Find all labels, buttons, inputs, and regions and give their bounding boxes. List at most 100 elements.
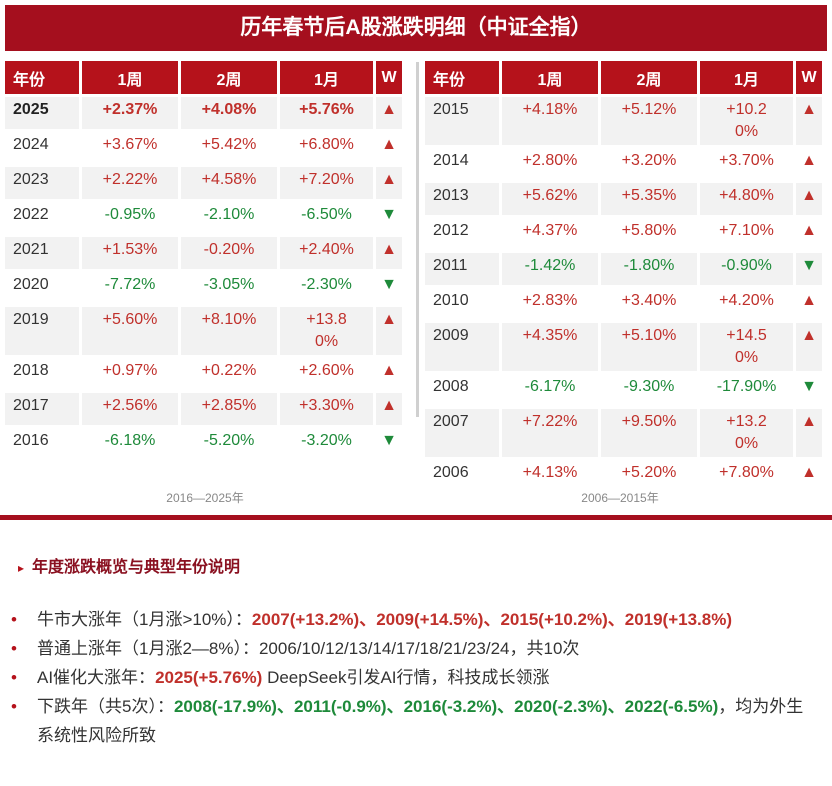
bullet-text: 2025(+5.76%)	[155, 668, 263, 687]
value-cell: -3.20%	[280, 428, 373, 460]
value-cell: -0.95%	[82, 202, 178, 234]
table-row: 2015 +4.18% +5.12% +10.20% ▲	[425, 97, 822, 145]
header-cell: W	[796, 61, 822, 94]
value-cell: -1.42%	[502, 253, 598, 285]
value-cell: +5.42%	[181, 132, 277, 164]
header-row: 年份 1周 2周 1月 W	[5, 61, 402, 94]
bullet-text: 2007(+13.2%)、2009(+14.5%)、2015(+10.2%)、2…	[251, 610, 733, 629]
value-cell: -7.72%	[82, 272, 178, 304]
bullet-item: 普通上涨年（1月涨2—8%）：2006/10/12/13/14/17/18/21…	[11, 634, 820, 663]
value-cell: -0.20%	[181, 237, 277, 269]
year-cell: 2020	[5, 272, 79, 304]
value-cell: +2.85%	[181, 393, 277, 425]
table-row: 2017 +2.56% +2.85% +3.30% ▲	[5, 393, 402, 425]
bullet-text: 2008(-17.9%)、2011(-0.9%)、2016(-3.2%)、202…	[173, 697, 719, 716]
value-cell: ▲	[376, 237, 402, 269]
value-cell: -2.30%	[280, 272, 373, 304]
year-cell: 2023	[5, 167, 79, 199]
value-cell: ▲	[796, 183, 822, 215]
value-cell: +0.97%	[82, 358, 178, 390]
year-cell: 2025	[5, 97, 79, 129]
divider	[0, 515, 832, 520]
value-cell: ▲	[796, 323, 822, 371]
value-cell: +2.22%	[82, 167, 178, 199]
year-cell: 2008	[425, 374, 499, 406]
year-cell: 2012	[425, 218, 499, 250]
table-row: 2006 +4.13% +5.20% +7.80% ▲	[425, 460, 822, 492]
value-cell: +7.80%	[700, 460, 793, 492]
header-cell: 2周	[601, 61, 697, 94]
year-cell: 2009	[425, 323, 499, 371]
table-row: 2019 +5.60% +8.10% +13.80% ▲	[5, 307, 402, 355]
table-row: 2011 -1.42% -1.80% -0.90% ▼	[425, 253, 822, 285]
bullet-item: 牛市大涨年（1月涨>10%）：2007(+13.2%)、2009(+14.5%)…	[11, 605, 820, 634]
year-cell: 2024	[5, 132, 79, 164]
header-cell: 1月	[280, 61, 373, 94]
year-cell: 2013	[425, 183, 499, 215]
value-cell: -6.50%	[280, 202, 373, 234]
header-row: 年份 1周 2周 1月 W	[425, 61, 822, 94]
value-cell: +2.60%	[280, 358, 373, 390]
value-cell: +5.80%	[601, 218, 697, 250]
year-cell: 2021	[5, 237, 79, 269]
value-cell: +13.80%	[280, 307, 373, 355]
value-cell: ▲	[796, 97, 822, 145]
value-cell: +10.20%	[700, 97, 793, 145]
value-cell: +14.50%	[700, 323, 793, 371]
value-cell: +0.22%	[181, 358, 277, 390]
value-cell: ▼	[796, 253, 822, 285]
table-row: 2025 +2.37% +4.08% +5.76% ▲	[5, 97, 402, 129]
value-cell: ▼	[376, 272, 402, 304]
table-row: 2023 +2.22% +4.58% +7.20% ▲	[5, 167, 402, 199]
header-cell: 1周	[502, 61, 598, 94]
value-cell: ▲	[796, 409, 822, 457]
table-row: 2018 +0.97% +0.22% +2.60% ▲	[5, 358, 402, 390]
value-cell: ▲	[376, 307, 402, 355]
year-cell: 2015	[425, 97, 499, 145]
table-caption: 2016—2025年	[166, 491, 244, 505]
year-cell: 2016	[5, 428, 79, 460]
bullet-list: 牛市大涨年（1月涨>10%）：2007(+13.2%)、2009(+14.5%)…	[0, 605, 820, 750]
value-cell: +7.22%	[502, 409, 598, 457]
bullet-text: DeepSeek引发AI行情，科技成长领涨	[262, 668, 550, 687]
value-cell: -1.80%	[601, 253, 697, 285]
value-cell: +5.62%	[502, 183, 598, 215]
bullet-text: 普通上涨年（1月涨2—8%）：2006/10/12/13/14/17/18/21…	[37, 639, 580, 658]
year-cell: 2018	[5, 358, 79, 390]
value-cell: +3.40%	[601, 288, 697, 320]
value-cell: +4.80%	[700, 183, 793, 215]
table-row: 2007 +7.22% +9.50% +13.20% ▲	[425, 409, 822, 457]
value-cell: +4.13%	[502, 460, 598, 492]
table-row: 2014 +2.80% +3.20% +3.70% ▲	[425, 148, 822, 180]
separator	[416, 62, 419, 417]
value-cell: ▼	[796, 374, 822, 406]
table-row: 2022 -0.95% -2.10% -6.50% ▼	[5, 202, 402, 234]
value-cell: +2.83%	[502, 288, 598, 320]
header-cell: 年份	[5, 61, 79, 94]
value-cell: ▲	[796, 460, 822, 492]
value-cell: -5.20%	[181, 428, 277, 460]
table-earlier: 年份 1周 2周 1月 W 2015 +4.18% +5.12% +10.20% ▲ 2014 +2.…	[422, 58, 825, 495]
value-cell: +3.20%	[601, 148, 697, 180]
table-caption: 2006—2015年	[581, 491, 659, 505]
value-cell: +13.20%	[700, 409, 793, 457]
value-cell: +4.58%	[181, 167, 277, 199]
value-cell: ▲	[796, 148, 822, 180]
title-bar: 历年春节后A股涨跌明细（中证全指）	[5, 5, 827, 51]
value-cell: +5.20%	[601, 460, 697, 492]
year-cell: 2014	[425, 148, 499, 180]
bullet-text: AI催化大涨年：	[37, 668, 156, 687]
value-cell: ▲	[376, 132, 402, 164]
value-cell: +5.60%	[82, 307, 178, 355]
year-cell: 2010	[425, 288, 499, 320]
year-cell: 2019	[5, 307, 79, 355]
year-cell: 2017	[5, 393, 79, 425]
value-cell: -0.90%	[700, 253, 793, 285]
value-cell: ▼	[376, 202, 402, 234]
bullet-item: AI催化大涨年：2025(+5.76%) DeepSeek引发AI行情，科技成长…	[11, 663, 820, 692]
header-cell: 1月	[700, 61, 793, 94]
value-cell: +2.80%	[502, 148, 598, 180]
value-cell: ▲	[796, 218, 822, 250]
table-row: 2008 -6.17% -9.30% -17.90% ▼	[425, 374, 822, 406]
